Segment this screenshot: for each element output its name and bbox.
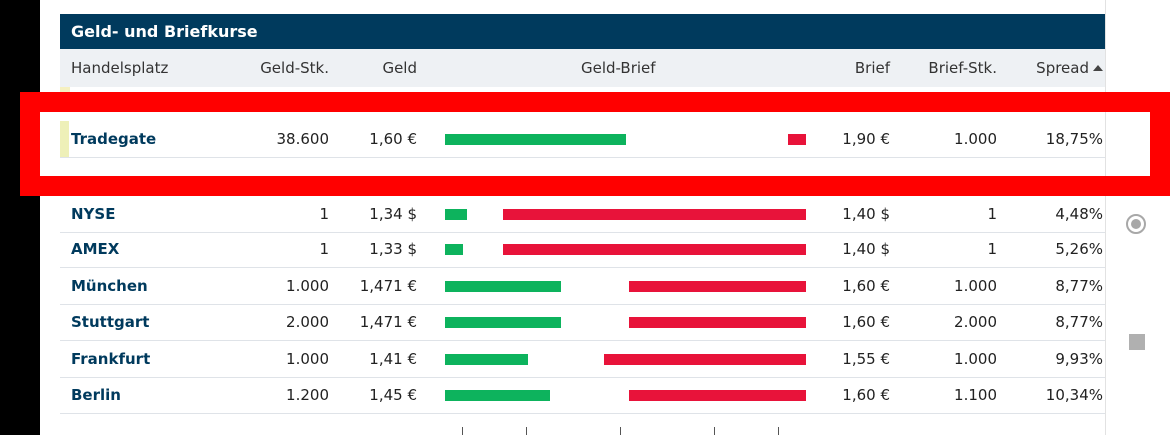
ask-bar — [503, 244, 806, 255]
table-row[interactable]: Stuttgart 2.000 1,471 € 1,60 € 2.000 8,77% — [60, 304, 1105, 341]
brief-value: 1,90 € — [842, 130, 890, 148]
axis-tick — [526, 427, 527, 435]
brief-stk-value: 1 — [987, 205, 997, 223]
geld-value: 1,471 € — [359, 277, 417, 295]
table-row[interactable]: Tradegate 38.600 1,60 € 1,90 € 1.000 18,75% — [60, 121, 1105, 158]
col-handelsplatz[interactable]: Handelsplatz — [71, 59, 169, 77]
bid-bar — [445, 354, 528, 365]
spread-value: 9,93% — [1055, 350, 1103, 368]
bid-bar — [445, 244, 463, 255]
venue-name-link[interactable]: München — [71, 277, 148, 295]
spread-value: 4,48% — [1055, 205, 1103, 223]
column-header-row: Handelsplatz Geld-Stk. Geld Geld-Brief B… — [60, 49, 1105, 87]
venue-name-link[interactable]: Tradegate — [71, 130, 157, 148]
col-geld-stk[interactable]: Geld-Stk. — [260, 59, 329, 77]
geld-value: 1,41 € — [369, 350, 417, 368]
venue-name-link[interactable]: Frankfurt — [71, 350, 151, 368]
brief-stk-value: 1.000 — [954, 350, 997, 368]
geld-stk-value: 1 — [319, 240, 329, 258]
venue-name-link[interactable]: AMEX — [71, 240, 120, 258]
table-row[interactable]: Berlin 1.200 1,45 € 1,60 € 1.100 10,34% — [60, 377, 1105, 414]
table-row[interactable]: Frankfurt 1.000 1,41 € 1,55 € 1.000 9,93% — [60, 341, 1105, 378]
ask-bar — [788, 134, 806, 145]
table-row[interactable]: NYSE 1 1,34 $ 1,40 $ 1 4,48% — [60, 195, 1105, 233]
col-brief-stk[interactable]: Brief-Stk. — [928, 59, 997, 77]
ask-bar — [629, 390, 806, 401]
spread-value: 18,75% — [1045, 130, 1103, 148]
ask-bar — [604, 354, 806, 365]
geld-value: 1,60 € — [369, 130, 417, 148]
geld-value: 1,34 $ — [369, 205, 417, 223]
col-spread-label: Spread — [1036, 59, 1089, 77]
geld-value: 1,33 $ — [369, 240, 417, 258]
brief-value: 1,40 $ — [842, 240, 890, 258]
spread-value: 8,77% — [1055, 313, 1103, 331]
venue-name-link[interactable]: NYSE — [71, 205, 116, 223]
spread-value: 10,34% — [1045, 386, 1103, 404]
geld-value: 1,471 € — [359, 313, 417, 331]
axis-tick — [714, 427, 715, 435]
panel-title: Geld- und Briefkurse — [60, 14, 1105, 49]
brief-stk-value: 1.100 — [954, 386, 997, 404]
right-divider — [1105, 0, 1106, 435]
spread-value: 5,26% — [1055, 240, 1103, 258]
brief-stk-value: 2.000 — [954, 313, 997, 331]
axis-tick — [620, 427, 621, 435]
table-row[interactable]: München 1.000 1,471 € 1,60 € 1.000 8,77% — [60, 268, 1105, 305]
brief-value: 1,60 € — [842, 313, 890, 331]
bid-bar — [445, 209, 467, 220]
brief-value: 1,55 € — [842, 350, 890, 368]
ask-bar — [629, 281, 806, 292]
brief-stk-value: 1 — [987, 240, 997, 258]
row-highlight-marker — [60, 121, 69, 157]
geld-stk-value: 38.600 — [276, 130, 330, 148]
brief-stk-value: 1.000 — [954, 277, 997, 295]
table-row[interactable]: AMEX 1 1,33 $ 1,40 $ 1 5,26% — [60, 231, 1105, 268]
brief-stk-value: 1.000 — [954, 130, 997, 148]
col-geld[interactable]: Geld — [382, 59, 417, 77]
ask-bar — [629, 317, 806, 328]
geld-stk-value: 1.000 — [286, 277, 329, 295]
geld-stk-value: 1.200 — [286, 386, 329, 404]
axis-tick — [778, 427, 779, 435]
bid-bar — [445, 317, 561, 328]
venue-name-link[interactable]: Stuttgart — [71, 313, 150, 331]
highlight-strip — [60, 87, 70, 107]
sort-up-icon — [1093, 65, 1103, 71]
axis-tick — [462, 427, 463, 435]
bid-bar — [445, 390, 550, 401]
left-edge-strip — [0, 0, 40, 435]
radio-icon[interactable] — [1126, 214, 1146, 234]
geld-value: 1,45 € — [369, 386, 417, 404]
brief-value: 1,60 € — [842, 386, 890, 404]
geld-stk-value: 2.000 — [286, 313, 329, 331]
col-spread[interactable]: Spread — [1036, 49, 1103, 87]
brief-value: 1,40 $ — [842, 205, 890, 223]
stop-icon[interactable] — [1129, 334, 1145, 350]
bid-bar — [445, 134, 626, 145]
geld-stk-value: 1 — [319, 205, 329, 223]
bid-bar — [445, 281, 561, 292]
col-brief[interactable]: Brief — [854, 59, 890, 77]
spread-value: 8,77% — [1055, 277, 1103, 295]
geld-stk-value: 1.000 — [286, 350, 329, 368]
brief-value: 1,60 € — [842, 277, 890, 295]
ask-bar — [503, 209, 806, 220]
col-geld-brief: Geld-Brief — [581, 59, 656, 77]
venue-name-link[interactable]: Berlin — [71, 386, 121, 404]
